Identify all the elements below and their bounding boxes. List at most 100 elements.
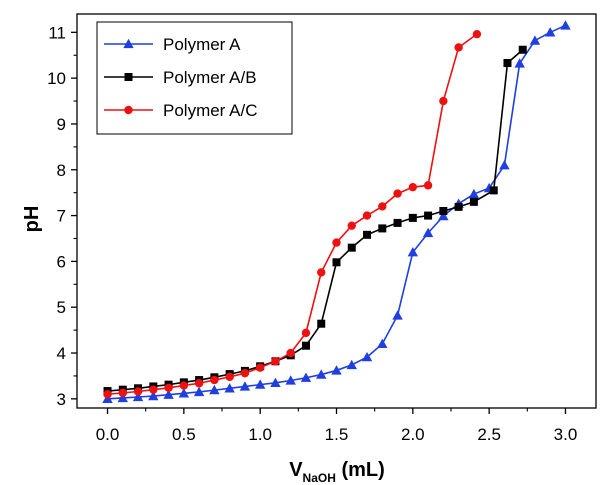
y-tick-label: 10 [47,69,66,88]
series-3-point [378,202,387,211]
series-2-point [332,258,341,267]
series-1-point [331,365,342,375]
series-1-point [438,210,449,221]
series-2-line [107,49,524,392]
series-3-point [408,182,418,192]
series-1-point [270,377,281,387]
series-1-point [560,20,571,30]
series-1-point [316,369,327,379]
series-3-point [347,221,356,230]
series-1-point [178,388,190,398]
x-axis-title-main: V [289,459,303,481]
y-tick-label: 5 [57,298,66,317]
series-1-point [529,35,541,45]
series-3-point [301,328,311,338]
y-axis: 3 4 5 6 7 8 9 10 11 [47,23,77,409]
series-3-point [286,348,295,358]
series-3-point [133,387,143,396]
series-1-point [361,351,373,362]
series-1-point [499,159,510,170]
x-tick-label: 1.0 [248,425,272,444]
series-3-point [454,43,463,52]
series-3-point [271,357,280,366]
y-tick-label: 6 [57,252,66,271]
series-3-point [439,96,448,106]
series-2-point [489,186,498,195]
legend-label: Polymer A/C [163,101,257,120]
y-tick-label: 4 [57,344,66,363]
x-tick-label: 2.0 [401,425,425,444]
x-axis-title-subscript: NaOH [303,471,336,485]
series-1-point [193,386,205,397]
series-1-point [514,58,525,68]
series-1-point [377,338,388,349]
legend-marker [124,73,133,81]
x-tick-label: 2.5 [477,425,501,444]
series-2-point [469,197,478,206]
legend: Polymer A Polymer A/B Polymer A/C [96,21,293,135]
series-3-point [317,268,326,277]
series-1-point [163,389,174,399]
series-3-point [240,368,250,378]
series-2-point [363,230,372,239]
y-tick-label: 9 [57,115,66,134]
series-3-point [332,238,341,247]
series-3-point [194,379,204,388]
series-1-point [392,310,403,320]
series-2-point [439,207,448,215]
series-2-point [301,341,310,350]
series-2-point [378,224,387,233]
x-axis-title: VNaOH (mL) [289,459,385,485]
y-axis-title: pH [21,206,43,233]
legend-marker [123,38,134,49]
series-1 [102,20,571,403]
series-3-point [103,390,112,399]
series-3-point [225,372,234,382]
y-tick-label: 3 [57,390,66,409]
series-3-point [210,375,219,385]
x-tick-label: 3.0 [554,425,578,444]
series-1-point [224,383,235,393]
series-3-point [164,383,173,393]
series-1-point [285,375,296,385]
series-1-point [545,27,556,37]
series-2-point [518,45,527,54]
series-1-point [209,384,220,395]
series-layer [102,20,571,403]
series-1-point [132,391,144,402]
series-1-point [148,390,159,401]
y-tick-label: 11 [48,23,66,42]
x-tick-label: 0.0 [96,425,120,444]
series-1-point [468,188,480,199]
legend-label: Polymer A/B [163,68,257,87]
series-3-point [118,388,127,398]
series-1-point [346,359,357,370]
series-1-point [300,372,312,382]
series-1-point [407,247,419,257]
x-tick-label: 1.5 [325,425,349,444]
y-tick-label: 8 [57,161,66,180]
series-2-point [503,59,512,68]
series-3-point [393,189,402,198]
series-1-point [254,379,266,389]
series-3-point [149,385,158,394]
series-2-point [393,218,402,227]
series-2-point [317,319,326,328]
y-tick-label: 7 [57,207,66,226]
series-1-point [117,392,128,403]
x-tick-label: 0.5 [172,425,196,444]
legend-label: Polymer A [163,35,241,54]
x-axis: 0.0 0.5 1.0 1.5 2.0 2.5 3.0 [96,408,578,444]
series-2-point [347,243,356,252]
legend-marker [124,105,133,115]
series-1-point [239,381,251,391]
series-3-point [472,29,482,39]
series-2-point [408,213,417,222]
series-2-point [424,211,433,220]
series-3-point [179,381,189,390]
series-3 [103,29,482,399]
series-3-point [362,211,372,220]
series-1-point [422,227,434,238]
series-3-point [255,363,265,372]
